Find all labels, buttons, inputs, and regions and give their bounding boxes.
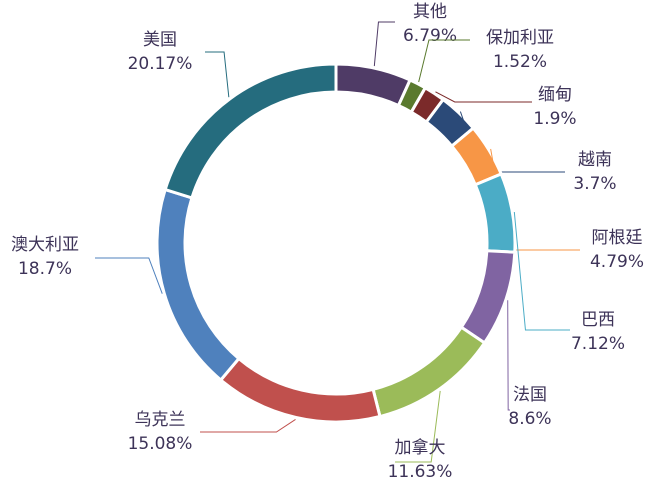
donut-segment bbox=[459, 249, 517, 345]
slice-name: 乌克兰 bbox=[135, 410, 186, 430]
leader-line bbox=[418, 39, 470, 83]
donut-segment bbox=[155, 187, 241, 383]
slice-name: 阿根廷 bbox=[592, 228, 643, 248]
slice-value: 8.6% bbox=[508, 409, 551, 429]
slice-value: 18.7% bbox=[18, 259, 72, 279]
leader-line bbox=[205, 51, 230, 98]
slice-value: 1.52% bbox=[493, 52, 547, 72]
leader-line bbox=[513, 211, 570, 331]
donut-segment bbox=[473, 172, 517, 254]
leader-line bbox=[507, 300, 510, 411]
slice-value: 1.9% bbox=[533, 109, 576, 129]
slice-name: 越南 bbox=[578, 150, 612, 170]
donut-segment bbox=[163, 62, 338, 200]
leader-line bbox=[373, 21, 395, 67]
slice-value: 15.08% bbox=[128, 434, 193, 454]
slice-name: 缅甸 bbox=[538, 85, 572, 105]
leader-line bbox=[435, 91, 532, 103]
leader-line bbox=[95, 257, 163, 294]
slice-value: 6.79% bbox=[403, 26, 457, 46]
leader-line bbox=[200, 418, 296, 433]
slice-name: 其他 bbox=[413, 2, 447, 22]
donut-segment bbox=[371, 325, 487, 419]
slice-value: 20.17% bbox=[128, 54, 193, 74]
donut-segment bbox=[218, 356, 382, 424]
slice-value: 7.12% bbox=[571, 334, 625, 354]
slice-name: 澳大利亚 bbox=[11, 235, 79, 255]
slice-name: 加拿大 bbox=[395, 437, 446, 458]
slice-value: 11.63% bbox=[388, 462, 453, 482]
slice-value: 3.7% bbox=[573, 174, 616, 194]
slice-value: 4.79% bbox=[590, 252, 644, 272]
slice-name: 法国 bbox=[513, 385, 547, 405]
slice-name: 巴西 bbox=[581, 310, 615, 330]
slice-name: 保加利亚 bbox=[486, 28, 554, 48]
leader-line bbox=[395, 390, 441, 463]
slice-name: 美国 bbox=[143, 30, 177, 50]
donut-segment bbox=[334, 62, 413, 108]
